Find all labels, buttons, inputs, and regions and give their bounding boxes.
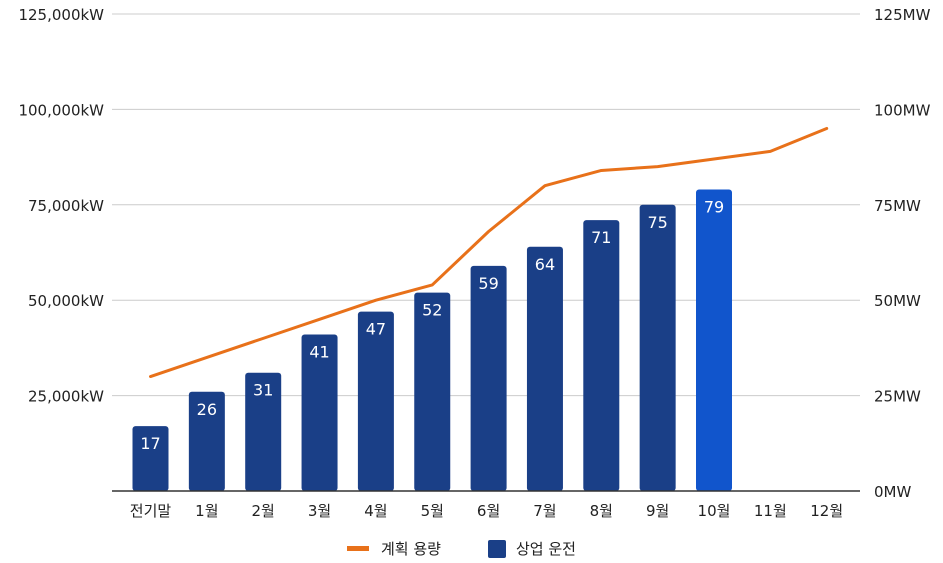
- legend-line-swatch: [347, 546, 369, 551]
- x-axis-tick-label: 8월: [590, 502, 613, 520]
- legend-label: 계획 용량: [381, 540, 441, 558]
- gridlines: [112, 13, 860, 397]
- line-path: [149, 126, 829, 379]
- left-axis-tick-label: 50,000kW: [28, 292, 104, 310]
- bar: [357, 311, 394, 491]
- bar-data-label: 75: [647, 213, 667, 232]
- x-axis-tick-label: 2월: [252, 502, 275, 520]
- bar-data-label: 41: [309, 343, 329, 362]
- bar: [132, 426, 169, 491]
- x-axis-tick-label: 5월: [421, 502, 444, 520]
- bar-data-label: 71: [591, 228, 611, 247]
- bar: [188, 391, 225, 491]
- bar-data-labels: 17 26 31 41 47 52 59 64 71 75 79: [140, 198, 724, 454]
- left-axis-tick-label: 125,000kW: [18, 6, 104, 24]
- x-axis-tick-labels: 전기말 1월 2월 3월 4월 5월 6월 7월 8월 9월 10월 11월 12월: [130, 502, 843, 520]
- bar-data-label: 79: [704, 198, 724, 217]
- x-axis-tick-label: 1월: [195, 502, 218, 520]
- left-axis-tick-label: 100,000kW: [18, 101, 104, 119]
- legend-label: 상업 운전: [516, 540, 576, 558]
- x-axis-tick-label: 9월: [646, 502, 669, 520]
- bar-data-label: 52: [422, 301, 442, 320]
- x-axis-tick-label: 6월: [477, 502, 500, 520]
- bar-data-label: 26: [197, 400, 217, 419]
- bar: [301, 334, 338, 491]
- x-axis-tick-label: 11월: [754, 502, 787, 520]
- right-axis-ticks: 0MW 25MW 50MW 75MW 100MW 125MW: [874, 6, 931, 501]
- right-axis-tick-label: 125MW: [874, 6, 931, 24]
- x-axis-tick-label: 4월: [364, 502, 387, 520]
- right-axis-tick-label: 0MW: [874, 483, 911, 501]
- bar-data-label: 59: [478, 274, 498, 293]
- legend-square-swatch: [488, 540, 506, 558]
- right-axis-tick-label: 100MW: [874, 101, 931, 119]
- left-axis-tick-label: 75,000kW: [28, 197, 104, 215]
- x-axis-tick-label: 12월: [810, 502, 843, 520]
- bar: [470, 265, 507, 491]
- bar: [639, 204, 676, 492]
- x-axis-tick-label: 7월: [533, 502, 556, 520]
- bar: [696, 189, 732, 491]
- bar: [583, 220, 620, 491]
- line-series-planned-capacity: [149, 126, 829, 379]
- bar: [245, 372, 282, 491]
- bar-data-label: 47: [366, 320, 386, 339]
- legend: 계획 용량 상업 운전: [347, 540, 576, 558]
- left-axis-tick-label: 25,000kW: [28, 388, 104, 406]
- bar: [526, 246, 563, 491]
- left-axis-ticks: 25,000kW 50,000kW 75,000kW 100,000kW 125,000…: [18, 6, 104, 406]
- bar-series-commercial-operation: [132, 189, 732, 492]
- right-axis-tick-label: 75MW: [874, 197, 921, 215]
- bar-data-label: 17: [140, 434, 160, 453]
- bar-data-label: 31: [253, 381, 273, 400]
- x-axis-tick-label: 10월: [698, 502, 731, 520]
- x-axis-tick-label: 3월: [308, 502, 331, 520]
- bar: [414, 292, 451, 491]
- right-axis-tick-label: 50MW: [874, 292, 921, 310]
- bar-data-label: 64: [535, 255, 555, 274]
- right-axis-tick-label: 25MW: [874, 388, 921, 406]
- x-axis-tick-label: 전기말: [130, 502, 172, 520]
